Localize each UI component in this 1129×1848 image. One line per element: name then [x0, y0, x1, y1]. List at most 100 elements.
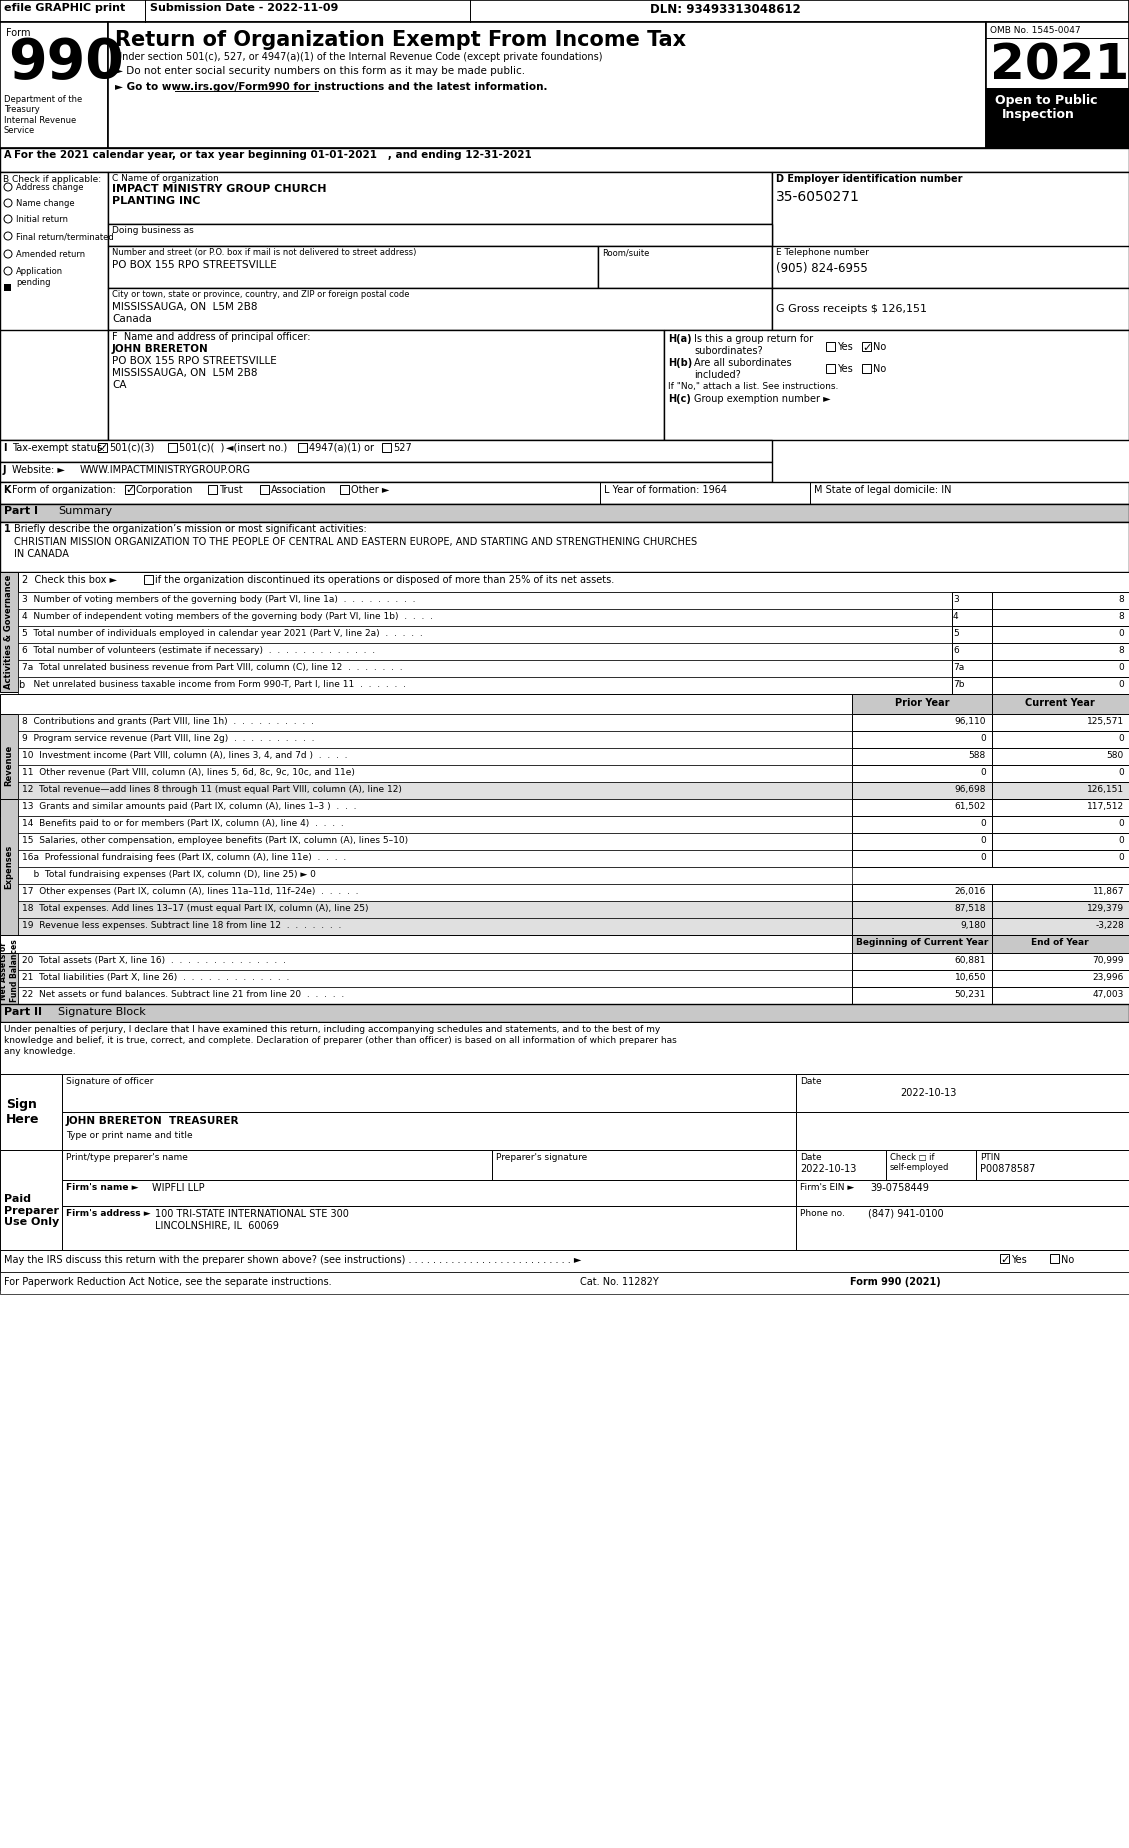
Text: Initial return: Initial return — [16, 214, 68, 224]
Bar — [18, 918, 852, 935]
Text: ► Do not enter social security numbers on this form as it may be made public.: ► Do not enter social security numbers o… — [115, 67, 525, 76]
Text: any knowledge.: any knowledge. — [5, 1048, 76, 1055]
Bar — [0, 1003, 1129, 1022]
Text: 0: 0 — [980, 819, 986, 828]
Text: C Name of organization: C Name of organization — [112, 174, 219, 183]
Text: 21  Total liabilities (Part X, line 26)  .  .  .  .  .  .  .  .  .  .  .  .  .: 21 Total liabilities (Part X, line 26) .… — [21, 974, 289, 981]
Text: 26,016: 26,016 — [955, 887, 986, 896]
Text: 16a  Professional fundraising fees (Part IX, column (A), line 11e)  .  .  .  .: 16a Professional fundraising fees (Part … — [21, 854, 347, 861]
Text: G Gross receipts $ 126,151: G Gross receipts $ 126,151 — [776, 305, 927, 314]
Text: WWW.IMPACTMINISTRYGROUP.ORG: WWW.IMPACTMINISTRYGROUP.ORG — [80, 466, 251, 475]
Text: Final return/terminated: Final return/terminated — [16, 233, 114, 240]
Bar — [18, 713, 852, 732]
Text: Tax-exempt status:: Tax-exempt status: — [12, 444, 105, 453]
Text: 20  Total assets (Part X, line 16)  .  .  .  .  .  .  .  .  .  .  .  .  .  .: 20 Total assets (Part X, line 16) . . . … — [21, 955, 286, 965]
Bar — [852, 970, 992, 987]
Text: H(b): H(b) — [668, 359, 692, 368]
Bar — [863, 364, 870, 373]
Text: 0: 0 — [980, 769, 986, 776]
Bar — [18, 798, 852, 817]
Text: Date: Date — [800, 1077, 822, 1087]
Bar — [992, 643, 1129, 660]
Bar — [18, 782, 852, 798]
Bar — [62, 1207, 796, 1249]
Bar — [852, 883, 992, 902]
Text: (847) 941-0100: (847) 941-0100 — [868, 1209, 944, 1220]
Bar — [0, 482, 1129, 505]
Text: 19  Revenue less expenses. Subtract line 18 from line 12  .  .  .  .  .  .  .: 19 Revenue less expenses. Subtract line … — [21, 920, 341, 930]
Text: Net unrelated business taxable income from Form 990-T, Part I, line 11  .  .  . : Net unrelated business taxable income fr… — [21, 680, 406, 689]
Text: 0: 0 — [980, 854, 986, 861]
Text: No: No — [873, 364, 886, 373]
Text: Signature of officer: Signature of officer — [65, 1077, 154, 1087]
Text: 8: 8 — [1118, 612, 1124, 621]
Text: Submission Date - 2022-11-09: Submission Date - 2022-11-09 — [150, 4, 339, 13]
Text: 61,502: 61,502 — [955, 802, 986, 811]
Text: 96,110: 96,110 — [954, 717, 986, 726]
Bar — [772, 172, 1129, 349]
Bar — [108, 331, 664, 440]
Text: Corporation: Corporation — [135, 484, 193, 495]
Bar — [0, 331, 108, 440]
Text: 6  Total number of volunteers (estimate if necessary)  .  .  .  .  .  .  .  .  .: 6 Total number of volunteers (estimate i… — [21, 647, 375, 654]
Bar — [796, 1112, 1129, 1149]
Text: CHRISTIAN MISSION ORGANIZATION TO THE PEOPLE OF CENTRAL AND EASTERN EUROPE, AND : CHRISTIAN MISSION ORGANIZATION TO THE PE… — [14, 538, 697, 547]
Text: Net Assets or
Fund Balances: Net Assets or Fund Balances — [0, 939, 19, 1002]
Bar — [18, 970, 852, 987]
Bar — [986, 22, 1129, 148]
Text: PO BOX 155 RPO STREETSVILLE: PO BOX 155 RPO STREETSVILLE — [112, 357, 277, 366]
Bar — [852, 748, 992, 765]
Text: 8: 8 — [1118, 595, 1124, 604]
Text: 7b: 7b — [953, 680, 964, 689]
Text: 501(c)(3): 501(c)(3) — [110, 444, 155, 453]
Text: Signature Block: Signature Block — [58, 1007, 146, 1016]
Text: CA: CA — [112, 381, 126, 390]
Bar — [18, 833, 852, 850]
Text: Are all subordinates: Are all subordinates — [694, 359, 791, 368]
Text: 0: 0 — [1118, 835, 1124, 845]
Bar — [952, 626, 992, 643]
Text: Briefly describe the organization’s mission or most significant activities:: Briefly describe the organization’s miss… — [14, 525, 367, 534]
Text: Summary: Summary — [58, 506, 112, 516]
Bar — [992, 591, 1129, 610]
Text: L Year of formation: 1964: L Year of formation: 1964 — [604, 484, 727, 495]
Bar — [852, 918, 992, 935]
Text: Name change: Name change — [16, 200, 75, 209]
Text: 117,512: 117,512 — [1087, 802, 1124, 811]
Text: WIPFLI LLP: WIPFLI LLP — [152, 1183, 204, 1194]
Text: 35-6050271: 35-6050271 — [776, 190, 860, 203]
Text: 7a: 7a — [953, 663, 964, 673]
Bar — [382, 444, 391, 453]
Text: Date: Date — [800, 1153, 822, 1162]
Text: Check □ if: Check □ if — [890, 1153, 935, 1162]
Bar — [18, 867, 852, 883]
Text: Print/type preparer's name: Print/type preparer's name — [65, 1153, 187, 1162]
Bar — [852, 987, 992, 1003]
Text: D Employer identification number: D Employer identification number — [776, 174, 963, 185]
Text: P00878587: P00878587 — [980, 1164, 1035, 1173]
Bar — [863, 342, 870, 351]
Text: 588: 588 — [969, 750, 986, 760]
Bar — [992, 782, 1129, 798]
Text: Firm's address ►: Firm's address ► — [65, 1209, 150, 1218]
Text: 0: 0 — [1118, 628, 1124, 638]
Text: JOHN BRERETON: JOHN BRERETON — [112, 344, 209, 355]
Text: Under penalties of perjury, I declare that I have examined this return, includin: Under penalties of perjury, I declare th… — [5, 1026, 660, 1035]
Text: 9  Program service revenue (Part VIII, line 2g)  .  .  .  .  .  .  .  .  .  .: 9 Program service revenue (Part VIII, li… — [21, 734, 315, 743]
Bar — [664, 331, 1129, 440]
Text: 9,180: 9,180 — [961, 920, 986, 930]
Bar — [108, 22, 986, 148]
Text: 125,571: 125,571 — [1087, 717, 1124, 726]
Text: ✓: ✓ — [1000, 1255, 1009, 1264]
Text: Inspection: Inspection — [1003, 107, 1075, 120]
Text: Trust: Trust — [219, 484, 243, 495]
Bar — [852, 850, 992, 867]
Text: DLN: 93493313048612: DLN: 93493313048612 — [650, 4, 800, 17]
Text: b  Total fundraising expenses (Part IX, column (D), line 25) ► 0: b Total fundraising expenses (Part IX, c… — [21, 870, 316, 880]
Bar — [62, 1181, 796, 1207]
Bar — [992, 918, 1129, 935]
Bar — [298, 444, 307, 453]
Bar — [992, 817, 1129, 833]
Bar — [852, 765, 992, 782]
Bar — [992, 748, 1129, 765]
